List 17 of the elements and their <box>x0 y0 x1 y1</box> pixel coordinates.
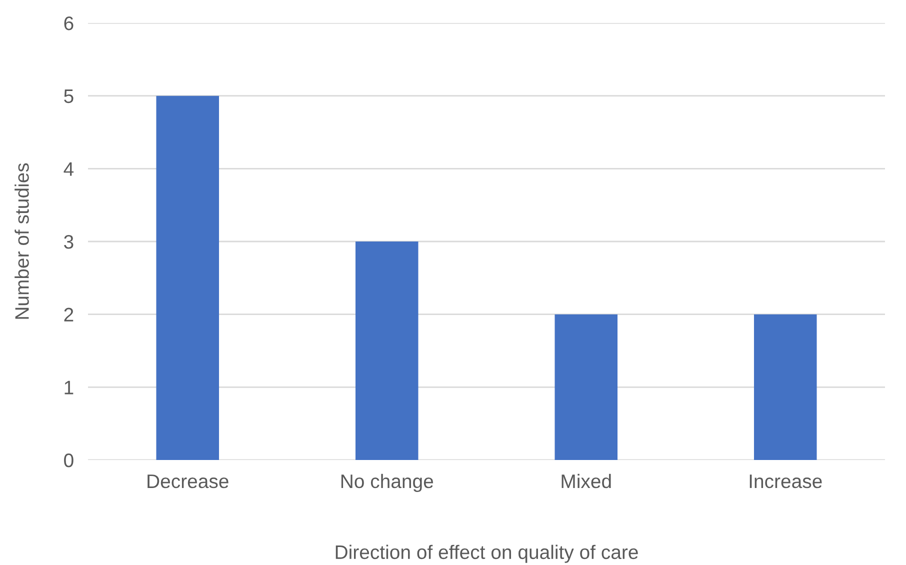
x-tick-label: No change <box>341 474 434 492</box>
bar <box>156 96 220 460</box>
x-tick-label: Increase <box>750 474 822 488</box>
bar <box>554 314 618 460</box>
y-tick-label: 2 <box>64 308 74 322</box>
y-tick-label: 1 <box>64 380 74 394</box>
x-tick-label: Mixed <box>562 474 611 488</box>
bar <box>355 242 418 460</box>
y-tick-label: 4 <box>64 162 74 176</box>
y-tick-label: 0 <box>64 453 74 468</box>
y-tick-label: 3 <box>64 234 74 249</box>
y-axis-title: Number of studies <box>14 163 29 319</box>
bar <box>754 314 817 460</box>
y-tick-label: 5 <box>64 90 74 104</box>
x-tick-label: Decrease <box>148 474 228 488</box>
x-axis-title: Direction of effect on quality of care <box>336 544 638 563</box>
y-tick-label: 6 <box>64 16 74 30</box>
